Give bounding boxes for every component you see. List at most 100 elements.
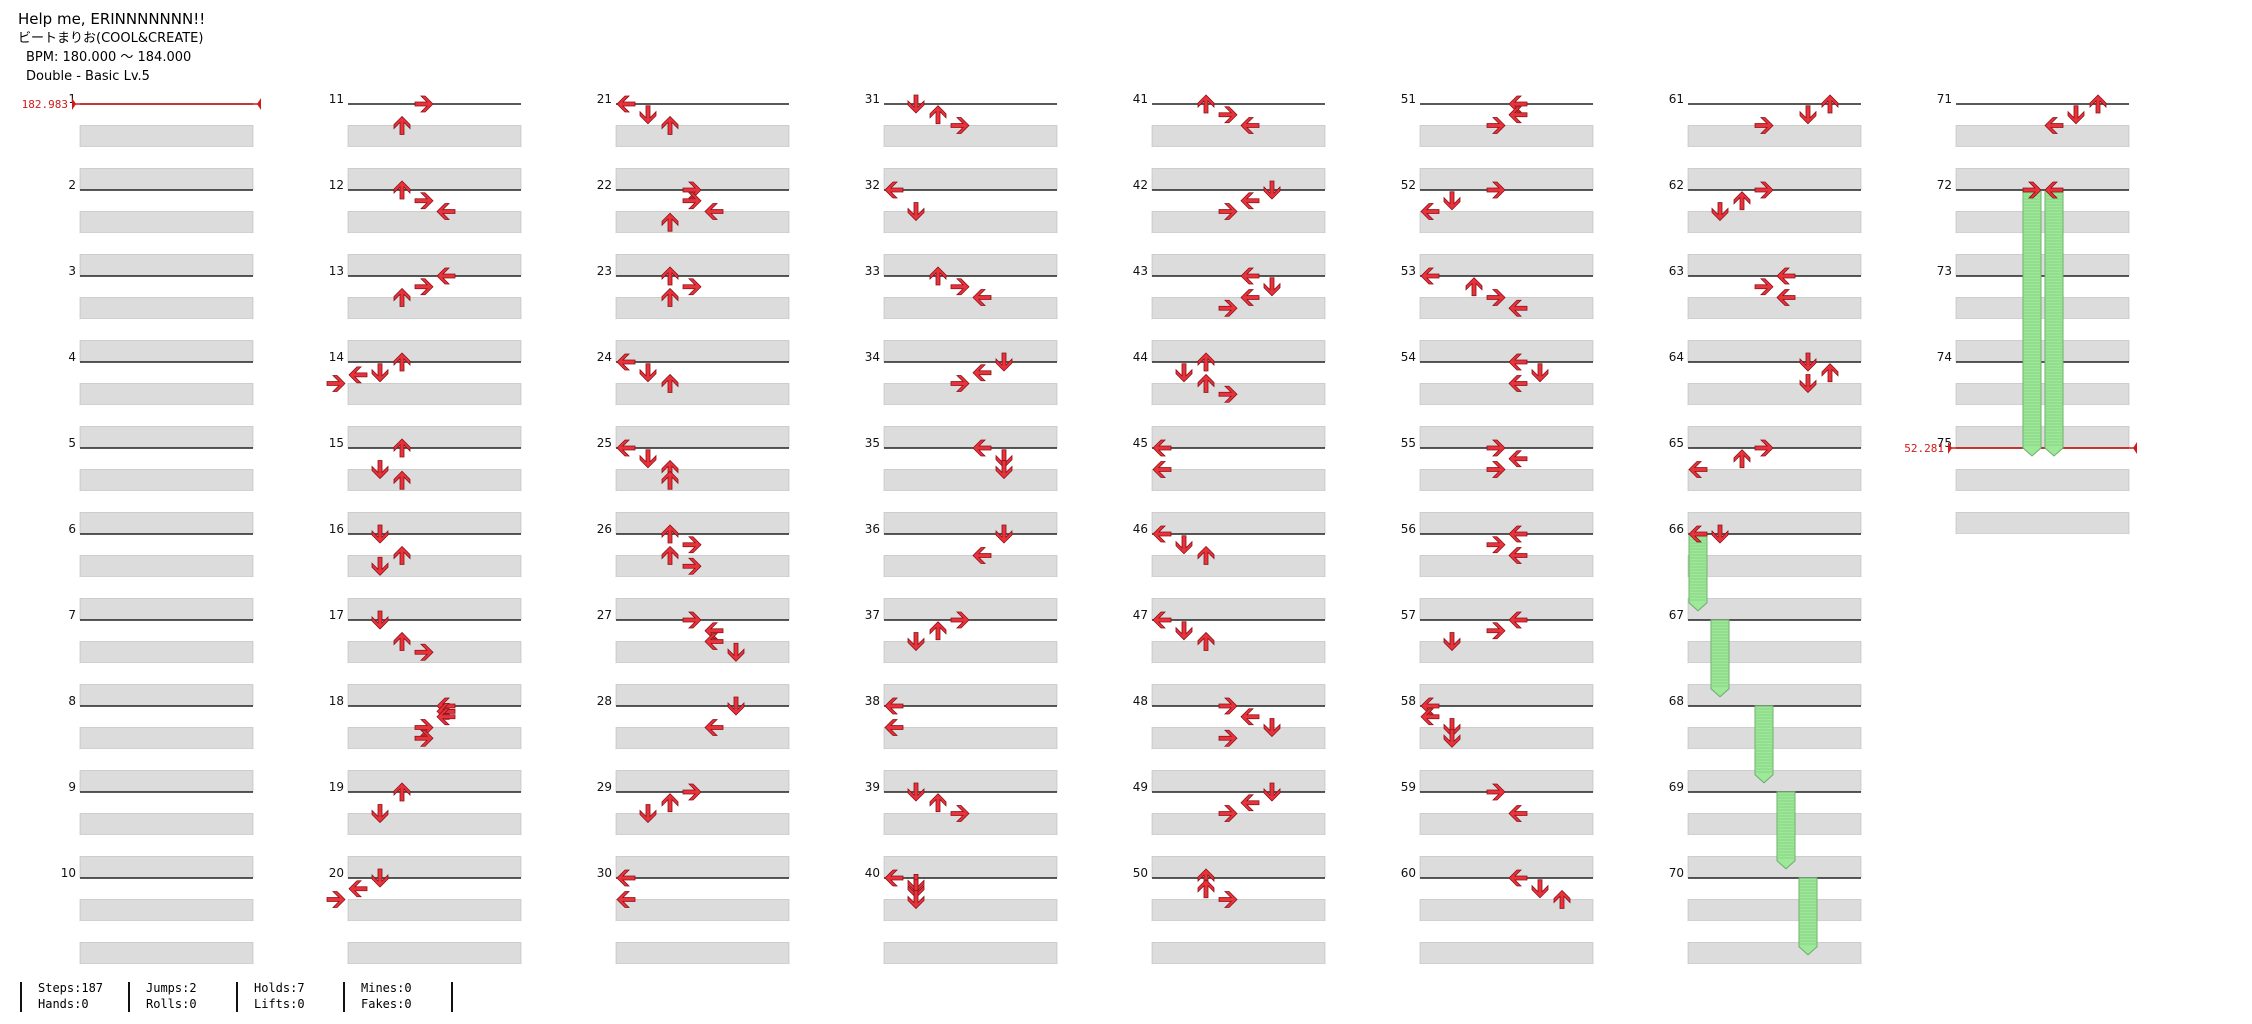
measure-band	[348, 362, 521, 384]
step-arrow	[972, 439, 992, 457]
measure-band	[616, 878, 789, 900]
step-arrow	[704, 719, 724, 736]
measure-number: 4	[68, 350, 76, 364]
step-arrow	[995, 352, 1013, 372]
step-arrow	[661, 212, 679, 232]
step-arrow	[1420, 267, 1440, 285]
measure-band	[884, 792, 1057, 814]
step-arrow	[682, 278, 702, 296]
measure-number: 42	[1133, 178, 1148, 192]
step-arrow	[682, 181, 702, 199]
step-arrow	[1152, 439, 1172, 457]
measure-number: 64	[1669, 350, 1684, 364]
measure-band	[883, 340, 1058, 363]
step-arrow	[1465, 277, 1483, 297]
measure-band	[1151, 211, 1326, 234]
measure-band	[80, 964, 253, 986]
measure-band	[616, 233, 789, 255]
measure-band	[347, 125, 522, 148]
measure-band	[615, 254, 790, 277]
measure-band	[1687, 770, 1862, 793]
measure-band	[1419, 469, 1594, 492]
measure-band	[616, 577, 789, 599]
hold-note	[1798, 877, 1818, 956]
measure-band	[1956, 147, 2129, 169]
measure-band	[1152, 706, 1325, 728]
step-arrow	[907, 94, 925, 114]
measure-band	[1151, 125, 1326, 148]
measure-number: 15	[329, 436, 344, 450]
measure-band	[347, 168, 522, 191]
measure-band	[615, 770, 790, 793]
stats-divider	[236, 982, 238, 1012]
measure-band	[1152, 276, 1325, 298]
measure-number: 10	[61, 866, 76, 880]
measure-band	[1419, 125, 1594, 148]
step-arrow	[326, 375, 346, 392]
step-arrow	[1175, 621, 1193, 641]
step-arrow	[907, 632, 925, 652]
measure-band	[348, 835, 521, 857]
measure-band	[1687, 856, 1862, 879]
measure-band	[80, 534, 253, 556]
measure-band	[615, 598, 790, 621]
measure-band	[615, 383, 790, 406]
measure-band	[347, 727, 522, 750]
step-arrow	[414, 192, 434, 210]
measure-band	[1956, 491, 2129, 513]
step-arrow	[884, 869, 904, 887]
measure-band	[79, 254, 254, 277]
hold-note	[1776, 791, 1796, 870]
measure-band	[79, 555, 254, 578]
step-arrow	[1263, 718, 1281, 738]
step-arrow	[1218, 805, 1238, 822]
measure-band	[1151, 770, 1326, 793]
step-arrow	[1218, 385, 1238, 403]
hold-body	[1754, 705, 1774, 784]
step-arrow	[1754, 117, 1774, 134]
measure-band	[1687, 469, 1862, 492]
measure-band	[884, 921, 1057, 943]
measure-band	[1688, 448, 1861, 470]
measure-band	[1688, 878, 1861, 900]
measure-number: 17	[329, 608, 344, 622]
measure-band	[347, 899, 522, 922]
measure-band	[1151, 168, 1326, 191]
step-arrow	[1508, 805, 1528, 822]
measure-band	[1688, 749, 1861, 771]
step-arrow	[1197, 631, 1215, 651]
measure-band	[1687, 383, 1862, 406]
measure-band	[1688, 405, 1861, 427]
measure-number: 63	[1669, 264, 1684, 278]
step-arrow	[1754, 181, 1774, 199]
measure-band	[883, 684, 1058, 707]
measure-band	[1955, 383, 2130, 406]
measure-number: 71	[1937, 92, 1952, 106]
step-arrow	[393, 180, 411, 200]
step-arrow	[1486, 439, 1506, 457]
measure-band	[348, 233, 521, 255]
measure-number: 24	[597, 350, 612, 364]
measure-band	[883, 125, 1058, 148]
measure-band	[79, 297, 254, 320]
step-arrow	[727, 696, 745, 716]
step-arrow	[950, 375, 970, 392]
step-arrow	[1218, 299, 1238, 317]
hold-note	[1710, 619, 1730, 698]
measure-number: 28	[597, 694, 612, 708]
measure-band	[1152, 620, 1325, 642]
step-arrow	[907, 202, 925, 222]
stat-fakes: Fakes:0	[361, 997, 412, 1011]
measure-band	[1955, 469, 2130, 492]
measure-band	[79, 598, 254, 621]
bpm-marker-left	[1948, 442, 1952, 454]
step-arrow	[393, 352, 411, 372]
measure-band	[615, 297, 790, 320]
measure-number: 39	[865, 780, 880, 794]
step-arrow	[348, 880, 368, 898]
measure-band	[79, 641, 254, 664]
measure-band	[1152, 448, 1325, 470]
measure-number: 19	[329, 780, 344, 794]
measure-number: 38	[865, 694, 880, 708]
measure-band	[79, 426, 254, 449]
